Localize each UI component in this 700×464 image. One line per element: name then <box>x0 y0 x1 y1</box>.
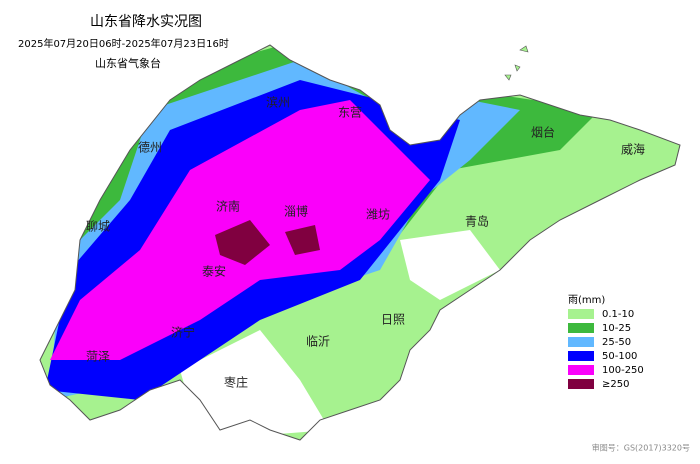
legend-label: 25-50 <box>602 337 631 348</box>
map-number: 审图号：GS(2017)3320号 <box>592 443 690 453</box>
legend-label: 10-25 <box>602 323 631 334</box>
city-label: 烟台 <box>531 125 555 140</box>
city-label: 泰安 <box>202 264 226 279</box>
map-title: 山东省降水实况图 <box>90 14 202 30</box>
legend-swatch <box>568 365 594 375</box>
legend-label: 100-250 <box>602 365 644 376</box>
legend-swatch <box>568 309 594 319</box>
city-label: 威海 <box>621 142 645 157</box>
city-label: 淄博 <box>284 204 308 219</box>
city-label: 东营 <box>338 106 362 120</box>
legend-label: ≥250 <box>602 379 629 390</box>
city-label: 济宁 <box>171 325 195 340</box>
city-label: 日照 <box>381 313 405 327</box>
legend-label: 0.1-10 <box>602 309 634 320</box>
legend-swatch <box>568 351 594 361</box>
legend-swatch <box>568 323 594 333</box>
subtitle: 2025年07月20日06时-2025年07月23日16时 <box>18 37 229 50</box>
city-label: 青岛 <box>465 214 489 229</box>
legend-label: 50-100 <box>602 351 637 362</box>
city-label: 潍坊 <box>366 207 390 222</box>
legend-swatch <box>568 379 594 389</box>
city-label: 聊城 <box>86 220 110 234</box>
legend-title: 雨(mm) <box>568 295 605 306</box>
source: 山东省气象台 <box>95 56 161 70</box>
city-label: 临沂 <box>306 335 330 349</box>
city-label: 菏泽 <box>86 350 110 364</box>
city-label: 德州 <box>138 140 162 155</box>
legend-swatch <box>568 337 594 347</box>
city-label: 枣庄 <box>224 375 248 390</box>
city-label: 滨州 <box>266 95 290 110</box>
city-label: 济南 <box>216 199 240 214</box>
